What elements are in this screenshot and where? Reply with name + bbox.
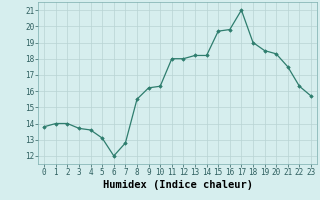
X-axis label: Humidex (Indice chaleur): Humidex (Indice chaleur) [103, 180, 252, 190]
